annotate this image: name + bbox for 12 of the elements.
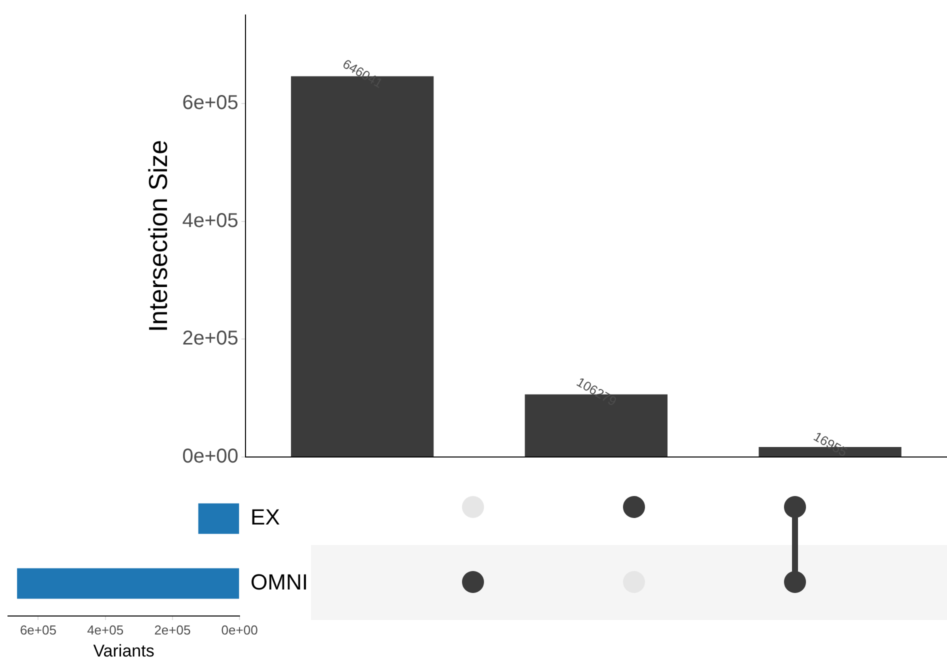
x-tick-label: 6e+05 bbox=[20, 622, 56, 638]
y-tick-label: EX bbox=[250, 504, 280, 530]
y-tick-label: 4e+05 bbox=[182, 210, 238, 232]
y-tick-label: OMNI bbox=[250, 570, 308, 595]
y-tick-label: 0e+00 bbox=[182, 446, 238, 468]
x-tick-label: 2e+05 bbox=[154, 622, 191, 638]
x-axis-title: Variants bbox=[93, 641, 154, 660]
x-tick-label: 4e+05 bbox=[87, 622, 124, 638]
y-axis-title: Intersection Size bbox=[142, 140, 173, 332]
x-tick-label: 0e+00 bbox=[221, 622, 258, 638]
y-tick-label: 6e+05 bbox=[182, 92, 238, 114]
y-tick-label: 2e+05 bbox=[182, 328, 238, 350]
